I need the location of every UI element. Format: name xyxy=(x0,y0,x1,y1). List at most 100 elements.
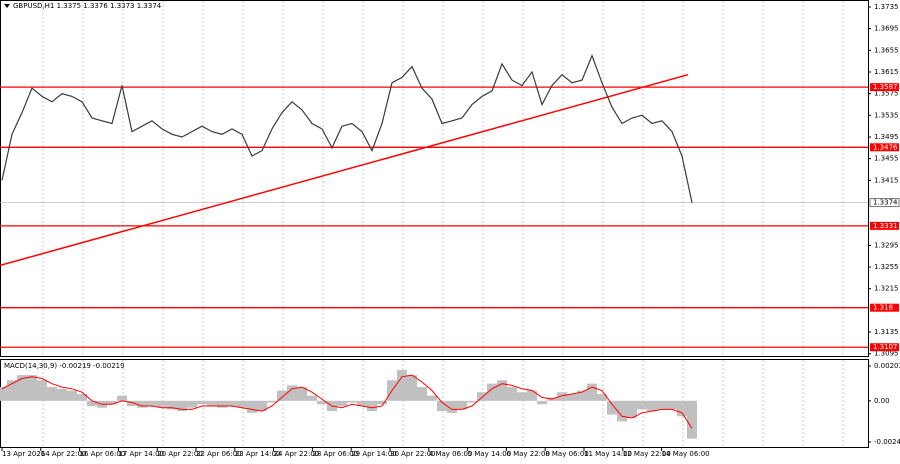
macd-bar xyxy=(187,400,197,408)
macd-bar xyxy=(107,400,117,405)
macd-y-tick-label: 0.00 xyxy=(874,397,890,405)
macd-bar xyxy=(347,400,357,403)
level-label-box xyxy=(870,303,899,312)
y-tick-label: 1.3295 xyxy=(874,241,899,249)
macd-bar xyxy=(137,400,147,408)
x-tick-label: 22 Apr 06:00 xyxy=(196,450,242,458)
y-tick-label: 1.3135 xyxy=(874,328,899,336)
trendline xyxy=(0,73,689,267)
macd-header: MACD(14,30,9) -0.00219 -0.00219 xyxy=(4,362,125,370)
y-tick-label: 1.3695 xyxy=(874,25,899,33)
y-tick-label: 1.3575 xyxy=(874,90,899,98)
level-label: 1.318 xyxy=(873,304,893,312)
macd-bar xyxy=(417,387,427,401)
macd-bar xyxy=(267,400,277,403)
x-tick-label: 11 May 14:00 xyxy=(584,450,632,458)
y-tick-label: 1.3495 xyxy=(874,133,899,141)
macd-bar xyxy=(467,400,477,403)
macd-bar xyxy=(607,400,617,415)
macd-bar xyxy=(177,400,187,412)
x-tick-label: 13 Apr 2026 xyxy=(2,450,46,458)
x-tick-label: 5 May 14:00 xyxy=(468,450,512,458)
macd-bar xyxy=(567,393,577,401)
macd-bar xyxy=(397,369,407,401)
macd-bar xyxy=(437,400,447,412)
macd-bar xyxy=(227,400,237,406)
macd-bar xyxy=(67,390,77,401)
x-tick-label: 30 Apr 22:00 xyxy=(390,450,436,458)
macd-bar xyxy=(197,400,207,405)
macd-bar xyxy=(367,400,377,412)
macd-bar xyxy=(557,392,567,401)
macd-bar xyxy=(337,400,347,406)
macd-bar xyxy=(207,400,217,406)
macd-bar xyxy=(527,390,537,401)
macd-bar xyxy=(677,400,687,417)
macd-bar xyxy=(537,400,547,405)
level-label-box xyxy=(870,83,899,92)
level-label: 1.3331 xyxy=(873,222,898,230)
macd-bar xyxy=(57,388,67,401)
y-tick-label: 1.3655 xyxy=(874,46,899,54)
macd-bar xyxy=(377,400,387,405)
y-tick-label: 1.3535 xyxy=(874,111,899,119)
x-tick-label: 20 Apr 22:00 xyxy=(157,450,203,458)
macd-bar xyxy=(257,400,267,412)
macd-bar xyxy=(297,387,307,401)
y-tick-label: 1.3095 xyxy=(874,350,899,358)
y-tick-label: 1.3735 xyxy=(874,3,899,11)
x-tick-label: 29 Apr 14:00 xyxy=(351,450,397,458)
x-tick-label: 28 Apr 06:00 xyxy=(312,450,358,458)
x-tick-label: 24 Apr 22:00 xyxy=(274,450,320,458)
level-label-box xyxy=(870,343,899,352)
macd-bar xyxy=(407,375,417,401)
x-tick-label: 17 Apr 14:00 xyxy=(118,450,164,458)
current-price-box xyxy=(869,198,900,208)
y-tick-label: 1.3415 xyxy=(874,176,899,184)
x-tick-label: 12 May 22:00 xyxy=(623,450,671,458)
symbol-header: GBPUSD,H1 1.3375 1.3376 1.3373 1.3374 xyxy=(13,2,162,10)
macd-bar xyxy=(517,392,527,401)
macd-bar xyxy=(27,375,37,401)
macd-bar xyxy=(157,400,167,408)
macd-bar xyxy=(657,400,667,410)
current-price-label: 1.3374 xyxy=(873,199,898,207)
macd-bar xyxy=(507,387,517,401)
level-label-box xyxy=(870,143,899,152)
x-tick-label: 14 May 06:00 xyxy=(662,450,710,458)
x-tick-label: 16 Apr 06:00 xyxy=(80,450,126,458)
macd-bar xyxy=(317,400,327,405)
x-tick-label: 8 May 06:00 xyxy=(545,450,589,458)
macd-bar xyxy=(247,400,257,413)
macd-bar xyxy=(667,400,677,410)
macd-signal xyxy=(1,374,693,429)
macd-bar xyxy=(577,390,587,401)
level-label: 1.3476 xyxy=(873,143,898,151)
macd-bar xyxy=(427,395,437,401)
macd-bar xyxy=(37,380,47,401)
y-tick-label: 1.3255 xyxy=(874,263,899,271)
macd-bar xyxy=(587,383,597,401)
x-tick-label: 14 Apr 22:00 xyxy=(41,450,87,458)
macd-bar xyxy=(117,395,127,401)
macd-bar xyxy=(277,390,287,401)
macd-y-tick-label: 0.00203 xyxy=(874,362,900,370)
x-tick-label: 23 Apr 14:00 xyxy=(235,450,281,458)
macd-bar xyxy=(307,395,317,401)
macd-bar xyxy=(457,400,467,410)
level-label: 1.3107 xyxy=(873,343,898,351)
y-tick-label: 1.3215 xyxy=(874,285,899,293)
macd-y-tick-label: -0.0024 xyxy=(874,438,900,446)
level-label: 1.3587 xyxy=(873,83,898,91)
macd-bar xyxy=(477,392,487,401)
macd-bar xyxy=(487,383,497,401)
macd-bar xyxy=(0,387,7,401)
y-tick-label: 1.3455 xyxy=(874,155,899,163)
macd-bar xyxy=(77,393,87,401)
macd-bar xyxy=(287,385,297,401)
macd-bar xyxy=(237,400,247,408)
macd-bar xyxy=(497,380,507,401)
level-label-box xyxy=(870,221,899,230)
y-tick-label: 1.3615 xyxy=(874,68,899,76)
